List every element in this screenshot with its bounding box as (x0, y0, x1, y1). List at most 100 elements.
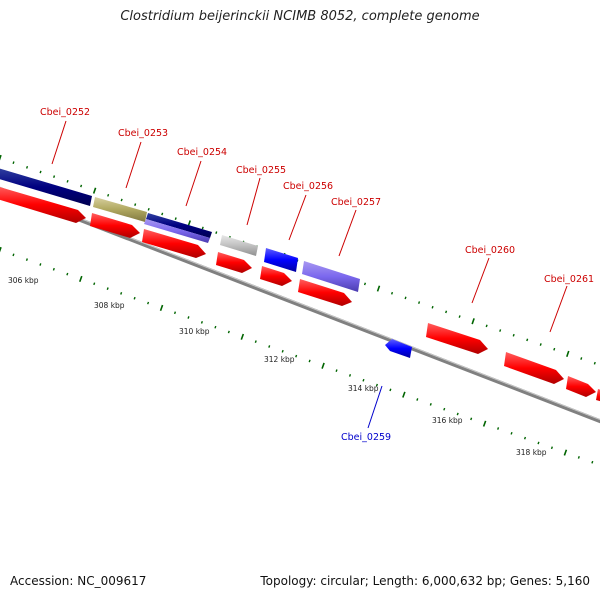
leader-cbei-0261 (549, 285, 568, 333)
outer-tick-15 (201, 226, 204, 230)
outer-tick-5 (66, 179, 69, 183)
outer-tick-9 (120, 198, 123, 202)
leader-cbei-0259 (367, 385, 383, 429)
outer-tick-36 (485, 324, 488, 328)
gene-label-cbei-0256: Cbei_0256 (283, 181, 333, 192)
leader-cbei-0256 (288, 194, 307, 241)
scale-tick-32 (429, 402, 432, 406)
scale-tick-43 (577, 456, 580, 459)
leader-cbei-0255 (246, 177, 261, 226)
leader-cbei-0254 (185, 160, 202, 207)
gene-label-cbei-0253: Cbei_0253 (118, 128, 168, 139)
outer-tick-30 (404, 296, 407, 300)
scale-tick-39 (523, 436, 527, 440)
scale-label-318: 318 kbp (516, 448, 547, 457)
scale-tick-37 (497, 427, 500, 430)
scale-tick-18 (240, 333, 245, 340)
outer-tick-16 (215, 231, 218, 234)
outer-tick-2 (25, 165, 29, 169)
gene-arrow-cbei-0262 (596, 389, 600, 402)
scale-tick-7 (93, 282, 96, 286)
scale-tick-10 (133, 296, 136, 300)
scale-tick-12 (159, 304, 164, 311)
scale-tick-1 (12, 253, 15, 257)
scale-tick-0 (0, 246, 2, 253)
gene-labels: Cbei_0252 Cbei_0253 Cbei_0254 Cbei_0255 … (40, 107, 594, 443)
scale-tick-track (0, 246, 594, 464)
outer-tick-10 (134, 203, 137, 207)
scale-tick-27 (362, 378, 365, 382)
outer-tick-12 (161, 212, 164, 216)
outer-tick-7 (92, 187, 97, 194)
scale-tick-33 (443, 407, 446, 411)
forward-strand-genes (0, 187, 600, 402)
scale-tick-44 (591, 460, 594, 464)
scale-tick-11 (147, 301, 150, 305)
scale-label-312: 312 kbp (264, 355, 295, 364)
scale-tick-5 (66, 272, 69, 276)
scale-tick-26 (348, 374, 352, 377)
scale-label-314: 314 kbp (348, 384, 379, 393)
scale-tick-25 (335, 369, 338, 372)
feature-block-slate-1 (144, 219, 210, 243)
outer-tick-34 (458, 315, 461, 318)
scale-tick-16 (214, 325, 217, 329)
scale-tick-30 (402, 391, 406, 398)
scale-label-310: 310 kbp (179, 327, 210, 336)
gene-arrow-cbei-0260 (426, 323, 488, 354)
gene-arrow-cbei-0256 (260, 266, 292, 286)
outer-tick-32 (431, 305, 434, 309)
scale-label-316: 316 kbp (432, 416, 463, 425)
scale-tick-9 (120, 292, 123, 295)
outer-tick-28 (376, 285, 381, 292)
gene-label-cbei-0254: Cbei_0254 (177, 147, 227, 158)
scale-tick-24 (321, 362, 325, 369)
feature-row-upper (0, 168, 360, 292)
label-leader-lines (51, 120, 568, 429)
feature-block-navy-2 (146, 213, 212, 238)
outer-tick-37 (499, 329, 502, 332)
scale-tick-21 (281, 349, 284, 353)
scale-tick-29 (389, 388, 392, 392)
scale-label-308: 308 kbp (94, 301, 125, 310)
leader-cbei-0260 (471, 257, 490, 304)
scale-tick-31 (416, 398, 419, 401)
scale-tick-4 (52, 267, 55, 271)
outer-tick-40 (539, 343, 542, 346)
accession-text: Accession: NC_009617 (10, 574, 147, 588)
scale-tick-2 (25, 258, 28, 262)
scale-tick-13 (173, 311, 177, 315)
feature-block-navy-1 (0, 168, 92, 206)
leader-cbei-0257 (338, 209, 357, 257)
outer-tick-29 (390, 291, 394, 295)
gene-arrow-cbei-0252 (0, 187, 86, 223)
gene-arrow-cbei-0254 (142, 229, 206, 258)
gene-arrow-cbei-0259 (385, 339, 412, 358)
gene-label-cbei-0252: Cbei_0252 (40, 107, 90, 118)
scale-labels: 306 kbp 308 kbp 310 kbp 312 kbp 314 kbp … (8, 276, 547, 457)
outer-tick-11 (147, 207, 150, 211)
outer-tick-35 (471, 318, 475, 325)
feature-block-slate-2 (302, 261, 360, 292)
feature-block-olive (93, 197, 147, 222)
scale-tick-38 (510, 431, 513, 435)
reverse-strand-genes (385, 339, 412, 358)
outer-tick-39 (526, 338, 529, 342)
scale-tick-28 (375, 383, 378, 387)
gene-arrow-cbei-0255 (216, 252, 252, 273)
scale-tick-41 (550, 446, 553, 450)
outer-tick-43 (580, 357, 583, 360)
outer-tick-44 (593, 361, 596, 365)
gene-arrow-cbei-0261a (504, 352, 564, 384)
outer-tick-31 (418, 301, 421, 304)
scale-tick-20 (268, 345, 271, 348)
scale-tick-14 (187, 316, 190, 319)
scale-tick-17 (227, 330, 230, 334)
outer-tick-1 (12, 161, 15, 165)
scale-tick-42 (563, 449, 568, 456)
scale-tick-19 (254, 340, 257, 344)
genome-backbone (0, 186, 600, 424)
outer-tick-33 (445, 310, 448, 314)
scale-tick-6 (79, 275, 83, 283)
